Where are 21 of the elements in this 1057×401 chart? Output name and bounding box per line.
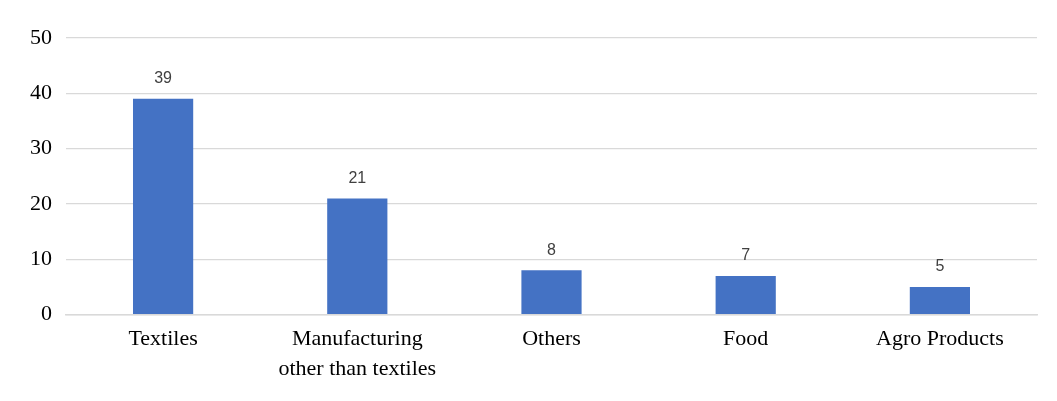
y-tick-label: 50 <box>30 23 52 49</box>
bar <box>521 270 582 314</box>
x-tick-label: Manufacturing other than textiles <box>278 325 437 380</box>
y-tick-label: 10 <box>30 245 52 271</box>
data-label: 7 <box>741 246 751 264</box>
y-tick-label: 40 <box>30 79 52 105</box>
data-label: 5 <box>935 257 945 275</box>
data-label: 8 <box>547 240 557 258</box>
x-tick-label: Agro Products <box>876 325 1004 351</box>
x-tick-label: Others <box>522 325 581 351</box>
y-tick-label: 20 <box>30 189 52 215</box>
data-label: 21 <box>348 168 367 186</box>
bar <box>133 98 194 314</box>
x-tick-label: Textiles <box>128 325 198 351</box>
bar <box>715 275 776 314</box>
data-label: 39 <box>154 69 173 87</box>
y-tick-label: 30 <box>30 134 52 160</box>
bar <box>909 286 970 314</box>
y-tick-label: 0 <box>41 300 52 326</box>
x-tick-label: Food <box>723 325 769 351</box>
bar <box>327 198 388 314</box>
